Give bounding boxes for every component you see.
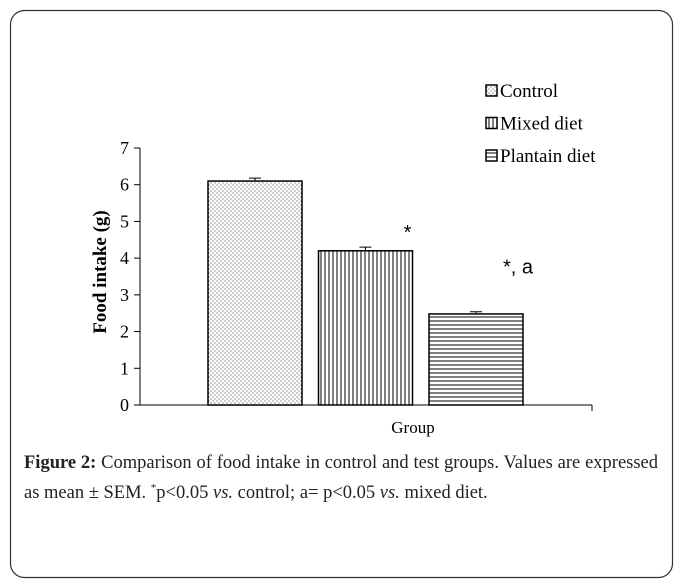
y-tick-label: 3	[120, 285, 129, 305]
legend-label: Plantain diet	[500, 146, 596, 167]
caption-italic: vs.	[379, 483, 400, 504]
y-tick-label: 4	[120, 248, 129, 268]
x-axis-label: Group	[391, 418, 434, 437]
y-tick-label: 0	[120, 395, 129, 415]
bar	[428, 313, 524, 406]
caption-text: mixed diet.	[399, 483, 488, 504]
caption-label: Figure 2:	[24, 453, 97, 473]
error-bar	[470, 311, 482, 314]
legend-swatch	[485, 84, 498, 97]
annotation: *	[404, 222, 412, 244]
bar	[207, 180, 303, 406]
error-bar	[359, 246, 372, 251]
error-bar	[249, 177, 261, 182]
y-tick-label: 5	[120, 211, 129, 231]
caption-italic: vs.	[212, 483, 234, 504]
bar	[317, 250, 414, 406]
caption-text: p<0.05	[156, 483, 213, 504]
y-tick-label: 7	[120, 138, 129, 158]
caption-sup: *	[150, 482, 157, 494]
caption: Figure 2: Comparison of food intake in c…	[24, 451, 658, 506]
y-tick-label: 1	[120, 358, 129, 378]
legend-label: Control	[500, 81, 558, 102]
y-tick-label: 2	[120, 322, 129, 342]
caption-text: control; a= p<0.05	[233, 483, 380, 504]
caption-text: Comparison of food intake in control and…	[24, 453, 659, 504]
y-tick-label: 6	[120, 175, 129, 195]
legend-swatch	[485, 149, 498, 162]
annotation: *, a	[503, 257, 534, 279]
legend-label: Mixed diet	[500, 114, 584, 135]
figure-border	[9, 9, 674, 579]
legend-swatch	[485, 116, 498, 130]
y-axis-label: Food intake (g)	[90, 210, 111, 334]
